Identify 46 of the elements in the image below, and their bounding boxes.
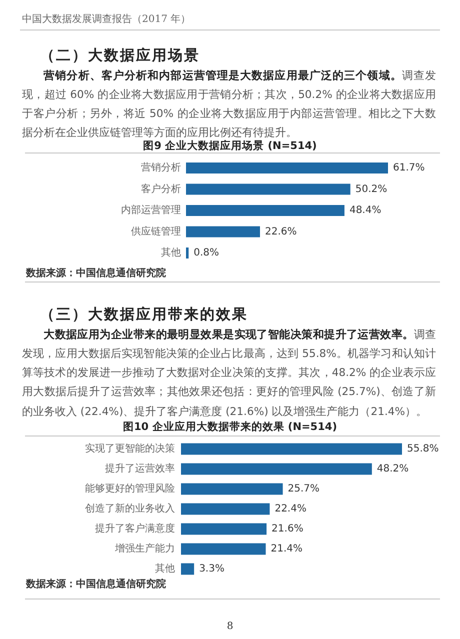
data-label: 21.4% — [270, 544, 303, 554]
y-tick-label: 供应链管理 — [131, 225, 181, 238]
y-tick-label: 其他 — [161, 246, 181, 258]
bar — [181, 443, 402, 455]
bar — [181, 463, 372, 475]
bar — [186, 226, 260, 238]
y-tick-label: 其他 — [155, 562, 175, 574]
data-label: 50.2% — [355, 184, 388, 195]
data-label: 0.8% — [194, 248, 220, 258]
data-label: 48.2% — [376, 464, 409, 474]
data-label: 55.8% — [407, 444, 439, 454]
bar — [186, 184, 350, 195]
text: 中国大数据发展调查报告（2017 年） — [22, 13, 191, 27]
y-tick-label: 创造了新的业务收入 — [85, 502, 175, 514]
text: 8 — [226, 620, 234, 634]
bar — [186, 205, 344, 216]
text: 营销分析、客户分析和内部运营管理是大数据应用最广泛的三个领域。 — [44, 68, 402, 82]
data-label: 61.7% — [393, 162, 425, 174]
bar — [181, 543, 266, 555]
bar — [186, 248, 189, 258]
chart-title: 图9 企业大数据应用场景 (N=514) — [143, 139, 317, 152]
data-label: 22.6% — [264, 226, 297, 238]
bar — [186, 162, 388, 174]
bar — [181, 523, 267, 535]
chart-title: 图10 企业应用大数据带来的效果 (N=514) — [122, 420, 338, 433]
y-tick-label: 增强生产能力 — [114, 542, 175, 554]
text: （三）大数据应用带来的效果 — [40, 306, 248, 324]
y-tick-label: 提升了运营效率 — [105, 462, 175, 474]
data-label: 21.6% — [272, 524, 304, 534]
data-label: 48.4% — [349, 205, 382, 216]
bar — [181, 563, 194, 575]
y-tick-label: 能够更好的管理风险 — [85, 482, 175, 494]
text: 大数据应用为企业带来的最明显效果是实现了智能决策和提升了运营效率。 — [44, 328, 414, 340]
y-tick-label: 实现了更智能的决策 — [85, 442, 175, 454]
bar — [181, 483, 283, 495]
data-label: 25.7% — [288, 484, 320, 494]
y-tick-label: 内部运营管理 — [121, 204, 181, 216]
bar — [181, 503, 270, 515]
y-tick-label: 提升了客户满意度 — [95, 522, 175, 534]
y-tick-label: 营销分析 — [141, 162, 181, 174]
source-note: 数据来源：中国信息通信研究院 — [26, 267, 166, 281]
y-tick-label: 客户分析 — [141, 182, 181, 195]
data-label: 3.3% — [199, 564, 224, 574]
source-note: 数据来源：中国信息通信研究院 — [26, 578, 166, 592]
text: （二）大数据应用场景 — [40, 47, 200, 65]
data-label: 22.4% — [274, 504, 306, 514]
